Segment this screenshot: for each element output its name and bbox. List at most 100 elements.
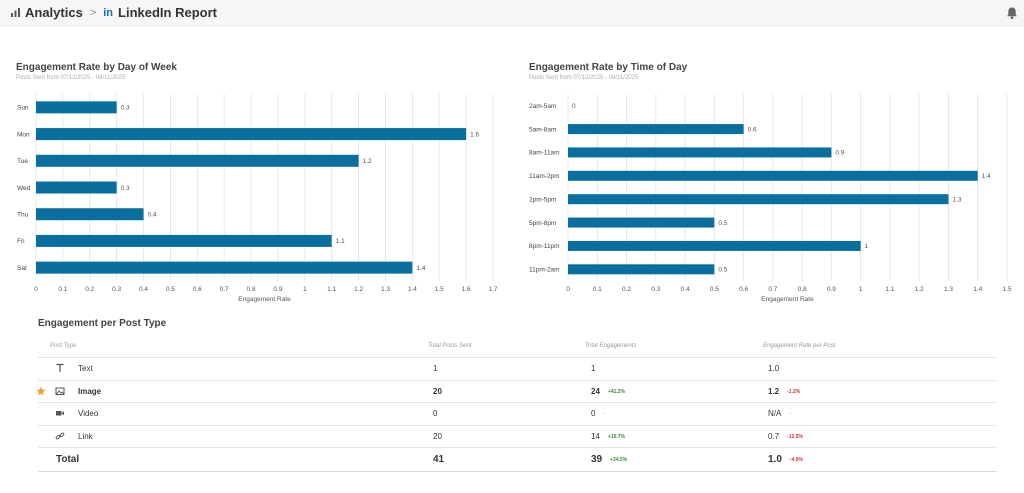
text-icon	[56, 363, 64, 372]
x-tick-label: 0.8	[247, 286, 256, 293]
x-tick-label: 0.8	[798, 286, 807, 293]
x-axis-title: Engagement Rate	[238, 296, 291, 303]
column-header-total-posts[interactable]: Total Posts Sent	[428, 343, 472, 349]
image-icon	[55, 387, 65, 395]
bar-chart-icon	[11, 8, 20, 17]
bar	[36, 181, 117, 194]
total-engagements-value: 14 +10.7%	[591, 431, 626, 441]
bar-value-label: 0.6	[748, 126, 757, 133]
y-category-label: 5am-8am	[529, 126, 556, 133]
table-header: Post Type Total Posts Sent Total Engagem…	[38, 338, 997, 358]
y-category-label: Tue	[17, 158, 28, 165]
bar	[36, 261, 413, 274]
x-tick-label: 0.6	[193, 286, 202, 293]
engagement-rate-value: 1.0	[768, 364, 780, 373]
total-engagements-value: 0-	[591, 409, 606, 418]
post-type-name: Text	[78, 364, 93, 373]
x-tick-label: 0.2	[622, 286, 631, 293]
x-tick-label: 0.6	[739, 286, 748, 293]
engagements-change-badge: +41.2%	[607, 388, 626, 395]
y-category-label: Mon	[17, 131, 30, 138]
x-tick-label: 0.5	[166, 286, 175, 293]
table-row: Text 1 1 1.0	[38, 358, 997, 381]
total-engagements-value: 39 +34.5%	[591, 454, 628, 465]
bar-value-label: 1.2	[363, 158, 372, 165]
bell-icon[interactable]	[1005, 6, 1019, 20]
column-header-total-engagements[interactable]: Total Engagements	[585, 343, 637, 349]
rate-change-badge: -4.9%	[789, 457, 803, 463]
x-tick-label: 0.2	[85, 286, 94, 293]
post-type-name: Image	[78, 386, 102, 396]
day-chart-title: Engagement Rate by Day of Week	[16, 62, 177, 73]
rate-change-badge: -12.5%	[787, 433, 803, 440]
bar	[36, 101, 117, 114]
x-tick-label: 1.7	[488, 286, 497, 293]
bar-value-label: 0.5	[718, 267, 727, 274]
engagement-rate-value: N/A -	[768, 409, 792, 418]
table-row: Link 20 14 +10.7% 0.7 -12.5%	[38, 426, 997, 448]
x-tick-label: 1.4	[973, 286, 982, 293]
x-tick-label: 0.1	[593, 286, 602, 293]
y-category-label: 2am-5am	[529, 103, 556, 110]
day-chart-subtitle: Posts Sent from 07/12/2025 - 08/11/2025	[16, 75, 126, 81]
bar	[568, 124, 744, 135]
x-tick-label: 0.7	[220, 286, 229, 293]
x-tick-label: 1.5	[435, 286, 444, 293]
x-tick-label: 0.9	[827, 286, 836, 293]
bar	[36, 208, 144, 221]
bar-value-label: 0.3	[121, 105, 130, 112]
total-posts-value: 20	[433, 431, 442, 441]
bar-value-label: 0	[572, 103, 576, 110]
y-category-label: Sat	[17, 265, 27, 272]
total-posts-value: 0	[433, 409, 438, 418]
x-tick-label: 0.4	[139, 286, 148, 293]
table-total-row: Total 41 39 +34.5% 1.0 -4.9%	[38, 448, 997, 472]
bar-value-label: 0.9	[835, 150, 844, 157]
x-tick-label: 1.3	[381, 286, 390, 293]
bar-value-label: 0.3	[121, 185, 130, 192]
bar-value-label: 1.6	[470, 131, 479, 138]
post-type-table-title: Engagement per Post Type	[38, 318, 167, 329]
x-tick-label: 1.4	[408, 286, 417, 293]
x-tick-label: 0	[566, 286, 570, 293]
bar	[36, 234, 332, 247]
total-posts-value: 1	[433, 364, 438, 373]
y-category-label: 11pm-2am	[529, 267, 560, 274]
rate-change-badge: -1.2%	[787, 388, 801, 395]
chevron-right-icon: >	[89, 6, 97, 19]
x-tick-label: 0.4	[681, 286, 690, 293]
column-header-post-type[interactable]: Post Type	[50, 343, 77, 349]
engagement-rate-value: 1.0 -4.9%	[768, 454, 803, 465]
table-row: Video 0 0- N/A -	[38, 403, 997, 426]
day-of-week-chart: 0 0.1 0.2 0.3 0.4 0.5 0.6 0.7 0.8 0.9 1 1.1 1.2 1.3 1.…	[17, 94, 498, 303]
breadcrumb-analytics[interactable]: Analytics	[25, 5, 83, 20]
total-posts-value: 41	[433, 454, 445, 465]
x-tick-label: 1.2	[354, 286, 363, 293]
column-header-engagement-rate[interactable]: Engagement Rate per Post	[763, 343, 836, 349]
y-category-label: Sun	[17, 105, 29, 112]
y-category-label: Fri	[17, 238, 25, 245]
time-of-day-chart: 0 0.1 0.2 0.3 0.4 0.5 0.6 0.7 0.8 0.9 1 1.1 1.2 1.3 1.…	[529, 94, 1012, 303]
x-tick-label: 0	[34, 286, 38, 293]
y-category-label: Wed	[17, 185, 31, 192]
x-tick-label: 1.1	[885, 286, 894, 293]
bar-value-label: 1	[865, 243, 869, 250]
engagements-change-badge: +10.7%	[607, 433, 626, 440]
x-tick-label: 1.5	[1002, 286, 1011, 293]
y-category-label: 5pm-8pm	[529, 220, 556, 227]
link-icon	[55, 432, 65, 439]
x-tick-label: 0.3	[112, 286, 121, 293]
breadcrumb: Analytics > in LinkedIn Report	[10, 5, 217, 20]
rate-change-badge: -	[789, 411, 792, 417]
bar-value-label: 0.5	[718, 220, 727, 227]
post-type-name: Link	[78, 431, 93, 441]
x-tick-label: 0.3	[651, 286, 660, 293]
x-tick-label: 0.9	[273, 286, 282, 293]
post-type-table: Post Type Total Posts Sent Total Engagem…	[36, 338, 997, 472]
bar	[36, 128, 467, 141]
star-icon	[36, 386, 46, 395]
time-chart-title: Engagement Rate by Time of Day	[529, 62, 688, 73]
table-row: Image 20 24 +41.2% 1.2 -1.2%	[36, 381, 997, 403]
engagements-change-badge: -	[603, 411, 606, 417]
x-tick-label: 1	[859, 286, 863, 293]
